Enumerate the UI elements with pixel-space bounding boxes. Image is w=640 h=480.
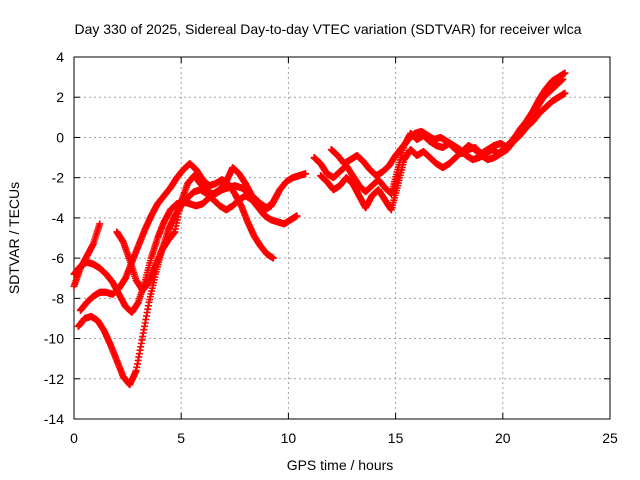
y-tick-label: -12 xyxy=(44,371,64,387)
y-tick-label: 0 xyxy=(56,129,64,145)
x-tick-label: 5 xyxy=(177,430,185,446)
data-point-series-4 xyxy=(96,220,104,228)
data-point-series-7 xyxy=(559,75,567,83)
chart-title: Day 330 of 2025, Sidereal Day-to-day VTE… xyxy=(74,21,581,37)
x-tick-label: 15 xyxy=(388,430,404,446)
axis-ticks: 0 5 10 15 20 25 -14 -12 -10 -8 -6 -4 -2 0 2 4 xyxy=(44,49,618,446)
y-tick-label: -8 xyxy=(52,290,65,306)
y-axis-label: SDTVAR / TECUs xyxy=(6,182,22,294)
data-point-series-2 xyxy=(293,212,301,220)
y-tick-label: -2 xyxy=(52,170,65,186)
x-tick-label: 20 xyxy=(495,430,511,446)
x-tick-label: 10 xyxy=(281,430,297,446)
data-point-series-1 xyxy=(302,170,310,178)
grid xyxy=(74,57,610,419)
plot-frame xyxy=(73,56,611,420)
data-point-series-6 xyxy=(561,89,569,97)
y-tick-label: -10 xyxy=(44,331,64,347)
data-marks xyxy=(70,69,569,389)
y-tick-label: 2 xyxy=(56,89,64,105)
data-point-series-5 xyxy=(561,69,569,77)
y-tick-label: -6 xyxy=(52,250,65,266)
x-tick-label: 25 xyxy=(602,430,618,446)
data-point-series-4 xyxy=(274,190,282,198)
y-tick-label: -14 xyxy=(44,411,64,427)
x-axis-label: GPS time / hours xyxy=(287,457,394,473)
y-tick-label: -4 xyxy=(52,210,65,226)
data-point-series-3 xyxy=(269,254,277,262)
y-tick-label: 4 xyxy=(56,49,64,65)
x-tick-label: 0 xyxy=(70,430,78,446)
